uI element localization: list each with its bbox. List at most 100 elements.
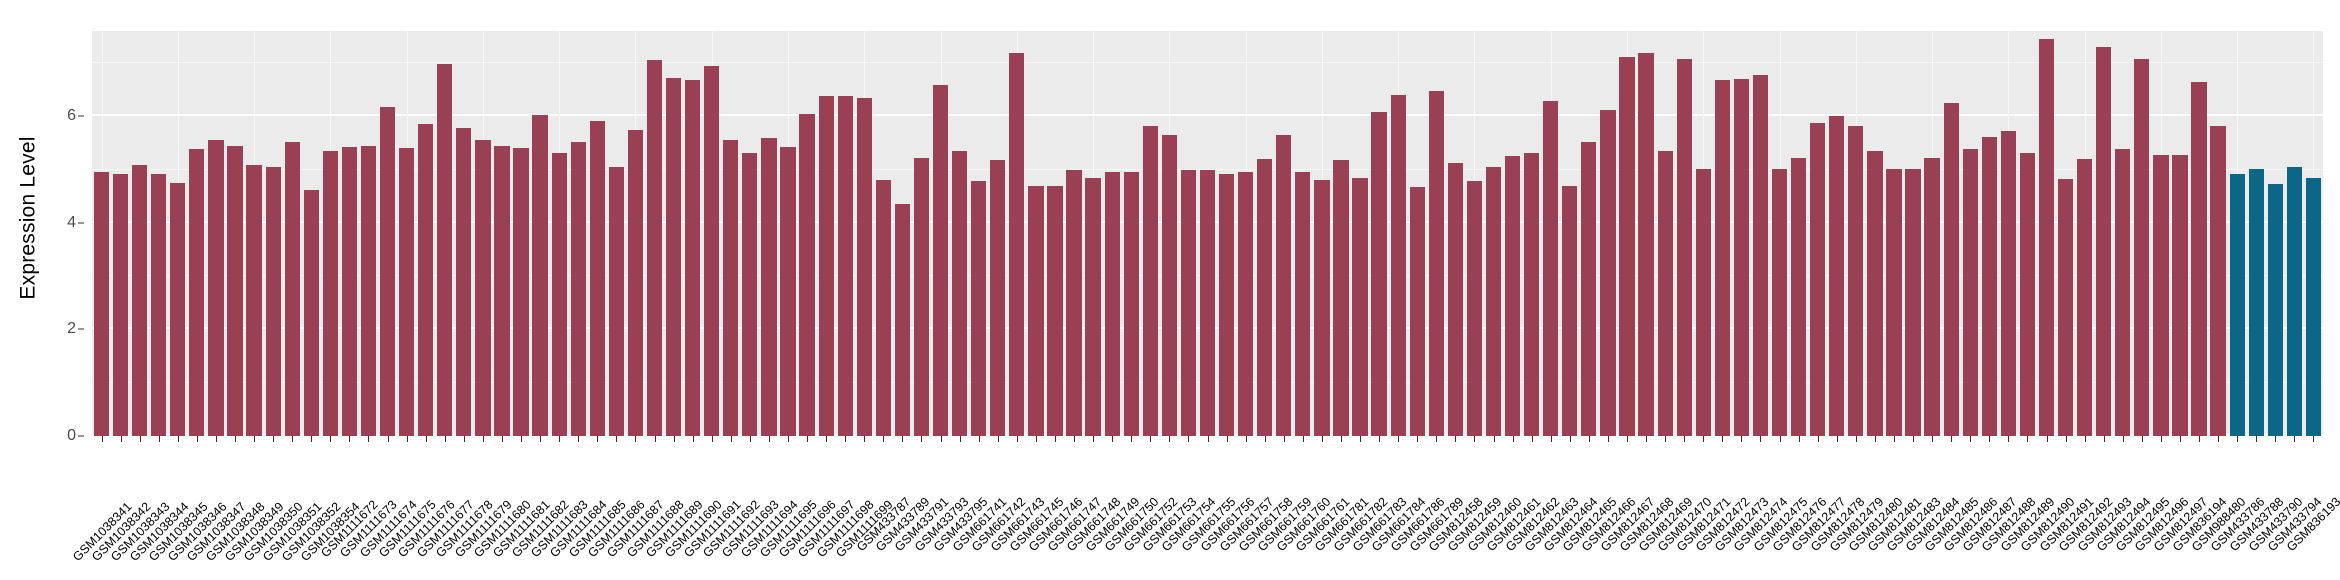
bar	[437, 64, 453, 436]
y-tick-mark	[78, 435, 84, 437]
x-tick-mark	[807, 436, 809, 442]
bar	[341, 147, 358, 436]
x-tick-mark	[997, 436, 999, 442]
x-tick-mark	[1646, 436, 1648, 442]
x-tick-mark	[1874, 436, 1876, 442]
x-tick-mark	[2027, 436, 2029, 442]
bar	[2267, 184, 2283, 436]
x-tick-mark	[2103, 436, 2105, 442]
x-tick-mark	[444, 436, 446, 442]
bar	[1238, 172, 1254, 436]
bar	[837, 96, 853, 436]
bar	[2057, 179, 2074, 436]
x-tick-mark	[177, 436, 179, 442]
y-tick-label: 0	[67, 427, 76, 444]
x-tick-mark	[1855, 436, 1857, 442]
bar	[1676, 58, 1692, 436]
x-tick-mark	[101, 436, 103, 442]
bar	[170, 182, 186, 436]
bar	[399, 148, 415, 436]
bar	[1028, 185, 1044, 436]
x-tick-mark	[311, 436, 313, 442]
x-tick-mark	[1302, 436, 1304, 442]
y-tick-mark	[78, 328, 84, 330]
x-tick-mark	[2084, 436, 2086, 442]
bar	[1886, 168, 1902, 436]
bar	[475, 140, 491, 436]
x-tick-mark	[1951, 436, 1953, 442]
x-tick-mark	[1016, 436, 1018, 442]
bar	[1981, 136, 1997, 436]
x-tick-mark	[1455, 436, 1457, 442]
x-tick-mark	[921, 436, 923, 442]
x-tick-mark	[1588, 436, 1590, 442]
bar	[1142, 125, 1158, 436]
x-tick-mark	[1188, 436, 1190, 442]
x-tick-mark	[902, 436, 904, 442]
bar	[1581, 141, 1597, 436]
x-tick-mark	[1398, 436, 1400, 442]
x-tick-mark	[864, 436, 866, 442]
bar	[1543, 101, 1559, 436]
bar	[1066, 169, 1082, 436]
x-tick-mark	[387, 436, 389, 442]
bar	[1619, 56, 1635, 436]
x-tick-mark	[1074, 436, 1076, 442]
x-tick-mark	[2179, 436, 2181, 442]
bar	[1199, 169, 1216, 436]
bar	[1295, 172, 1311, 436]
bar	[894, 204, 911, 436]
bar	[1257, 158, 1273, 436]
bar	[1638, 53, 1654, 436]
x-tick-mark	[2237, 436, 2239, 442]
x-tick-mark	[2008, 436, 2010, 442]
bars-group	[92, 31, 2323, 436]
bar	[913, 157, 930, 436]
x-tick-mark	[711, 436, 713, 442]
bar	[93, 172, 110, 436]
x-tick-mark	[1684, 436, 1686, 442]
bar	[2153, 154, 2169, 436]
y-tick-label: 4	[67, 213, 76, 231]
bar	[265, 166, 281, 436]
bar	[1810, 122, 1826, 436]
x-tick-mark	[1741, 436, 1743, 442]
x-tick-mark	[1913, 436, 1915, 442]
bar	[1485, 166, 1502, 436]
bar	[2019, 152, 2036, 436]
bar	[1180, 169, 1197, 436]
x-tick-mark	[845, 436, 847, 442]
bar	[1218, 173, 1235, 436]
bar	[1276, 134, 1292, 436]
bar	[1848, 125, 1864, 436]
x-tick-mark	[578, 436, 580, 442]
bar	[971, 181, 987, 436]
bar	[799, 113, 815, 436]
x-tick-mark	[215, 436, 217, 442]
bar	[1047, 185, 1063, 436]
bar	[360, 145, 377, 436]
x-tick-mark	[959, 436, 961, 442]
x-tick-mark	[1379, 436, 1381, 442]
x-tick-mark	[692, 436, 694, 442]
x-tick-mark	[482, 436, 484, 442]
bar	[1333, 159, 1349, 436]
x-tick-mark	[559, 436, 561, 442]
x-tick-mark	[1207, 436, 1209, 442]
x-tick-mark	[1436, 436, 1438, 442]
x-tick-mark	[2122, 436, 2124, 442]
bar	[1352, 177, 1368, 436]
x-tick-mark	[883, 436, 885, 442]
x-tick-mark	[673, 436, 675, 442]
x-tick-mark	[1722, 436, 1724, 442]
bar	[151, 173, 167, 436]
x-tick-mark	[1150, 436, 1152, 442]
bar	[2229, 173, 2245, 436]
x-tick-mark	[1627, 436, 1628, 442]
x-tick-mark	[1493, 436, 1495, 442]
bar	[1695, 168, 1711, 436]
bar	[2191, 81, 2207, 436]
bar	[1428, 90, 1444, 436]
x-tick-mark	[1932, 436, 1934, 442]
bar	[856, 97, 872, 436]
